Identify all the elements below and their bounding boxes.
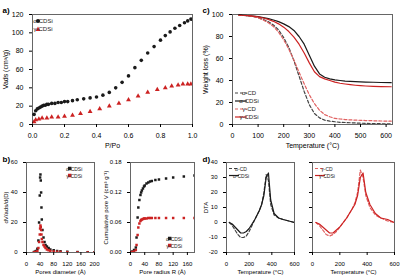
- svg-text:40: 40: [11, 189, 18, 195]
- svg-text:α-CDSi: α-CDSi: [33, 18, 52, 24]
- svg-text:60: 60: [11, 159, 18, 165]
- svg-text:200: 200: [335, 261, 346, 267]
- svg-text:Temperature (°C): Temperature (°C): [237, 269, 283, 275]
- svg-text:80: 80: [216, 33, 224, 40]
- svg-text:γ-CDSi: γ-CDSi: [166, 243, 182, 249]
- svg-text:DTA: DTA: [203, 202, 209, 214]
- svg-text:160: 160: [76, 261, 87, 267]
- svg-text:α-CDSi: α-CDSi: [66, 166, 82, 172]
- svg-text:0.06: 0.06: [110, 219, 122, 225]
- svg-text:80: 80: [50, 261, 57, 267]
- svg-text:dV/ads/d(D): dV/ads/d(D): [3, 191, 9, 223]
- svg-text:200: 200: [244, 261, 255, 267]
- svg-text:-10: -10: [209, 234, 218, 240]
- svg-text:40: 40: [16, 84, 24, 91]
- svg-text:0: 0: [14, 249, 18, 255]
- svg-text:600: 600: [289, 261, 300, 267]
- svg-text:0.00: 0.00: [110, 249, 122, 255]
- svg-text:40: 40: [37, 261, 44, 267]
- svg-text:Temperature (°C): Temperature (°C): [286, 142, 340, 150]
- svg-text:α-CDSi: α-CDSi: [233, 173, 249, 179]
- svg-text:20: 20: [16, 102, 24, 109]
- svg-text:20: 20: [216, 99, 224, 106]
- svg-text:0: 0: [231, 132, 235, 139]
- svg-text:γ-CDSi: γ-CDSi: [66, 173, 82, 179]
- svg-text:160: 160: [182, 261, 193, 267]
- svg-text:60: 60: [16, 66, 24, 73]
- svg-text:0.2: 0.2: [60, 132, 70, 139]
- svg-text:400: 400: [329, 132, 341, 139]
- svg-text:120: 120: [62, 261, 73, 267]
- svg-text:20: 20: [211, 189, 218, 195]
- svg-text:30: 30: [211, 174, 218, 180]
- svg-text:40: 40: [211, 159, 218, 165]
- svg-text:0.0: 0.0: [28, 132, 38, 139]
- svg-text:0.6: 0.6: [124, 132, 134, 139]
- svg-text:100: 100: [12, 29, 24, 36]
- svg-text:Pore radius R (Å): Pore radius R (Å): [139, 269, 185, 275]
- svg-text:-20: -20: [209, 249, 218, 255]
- svg-text:γ-CD: γ-CD: [242, 106, 256, 112]
- svg-text:300: 300: [303, 132, 315, 139]
- svg-text:0: 0: [225, 261, 229, 267]
- svg-text:0.12: 0.12: [110, 189, 122, 195]
- svg-text:120: 120: [12, 11, 24, 18]
- svg-text:d): d): [203, 155, 211, 164]
- svg-text:P/Po: P/Po: [105, 142, 120, 149]
- svg-text:Cumulative pore V (cm³ g⁻¹): Cumulative pore V (cm³ g⁻¹): [103, 170, 109, 244]
- svg-text:1.0: 1.0: [188, 132, 198, 139]
- svg-text:Temperature (°C): Temperature (°C): [330, 269, 376, 275]
- svg-text:0: 0: [220, 121, 224, 128]
- svg-text:Pores diameter (Å): Pores diameter (Å): [35, 269, 85, 275]
- svg-text:Vads (cm³/g): Vads (cm³/g): [2, 50, 10, 90]
- svg-text:0: 0: [214, 219, 218, 225]
- svg-text:a): a): [3, 6, 10, 15]
- svg-text:200: 200: [278, 132, 290, 139]
- svg-text:200: 200: [89, 261, 100, 267]
- svg-text:0: 0: [25, 261, 29, 267]
- svg-text:0.8: 0.8: [156, 132, 166, 139]
- svg-text:100: 100: [252, 132, 264, 139]
- svg-text:10: 10: [211, 204, 218, 210]
- svg-text:γ-CDSi: γ-CDSi: [240, 114, 259, 120]
- svg-text:α-CDSi: α-CDSi: [166, 236, 182, 242]
- svg-text:c): c): [203, 6, 210, 15]
- svg-text:α-CD: α-CD: [242, 90, 257, 96]
- svg-text:α-CDSi: α-CDSi: [239, 98, 258, 104]
- svg-text:0: 0: [129, 261, 133, 267]
- svg-text:γ-CDSi: γ-CDSi: [34, 26, 53, 32]
- svg-text:20: 20: [11, 219, 18, 225]
- svg-text:80: 80: [156, 261, 163, 267]
- svg-text:γ-CDSi: γ-CDSi: [319, 173, 335, 179]
- svg-text:Weight loss (%): Weight loss (%): [202, 45, 210, 94]
- svg-text:400: 400: [362, 261, 373, 267]
- svg-text:γ-CD: γ-CD: [321, 166, 333, 172]
- svg-text:600: 600: [389, 261, 400, 267]
- svg-text:0: 0: [20, 121, 24, 128]
- svg-text:α-CD: α-CD: [235, 166, 247, 172]
- svg-text:0: 0: [311, 261, 315, 267]
- svg-text:60: 60: [216, 55, 224, 62]
- svg-text:0.4: 0.4: [92, 132, 102, 139]
- svg-text:40: 40: [216, 77, 224, 84]
- svg-text:500: 500: [355, 132, 367, 139]
- svg-text:600: 600: [380, 132, 392, 139]
- svg-text:0.18: 0.18: [110, 159, 122, 165]
- svg-text:b): b): [3, 155, 11, 164]
- svg-text:40: 40: [141, 261, 148, 267]
- svg-text:100: 100: [212, 11, 224, 18]
- svg-text:80: 80: [16, 47, 24, 54]
- svg-text:120: 120: [168, 261, 179, 267]
- svg-text:400: 400: [267, 261, 278, 267]
